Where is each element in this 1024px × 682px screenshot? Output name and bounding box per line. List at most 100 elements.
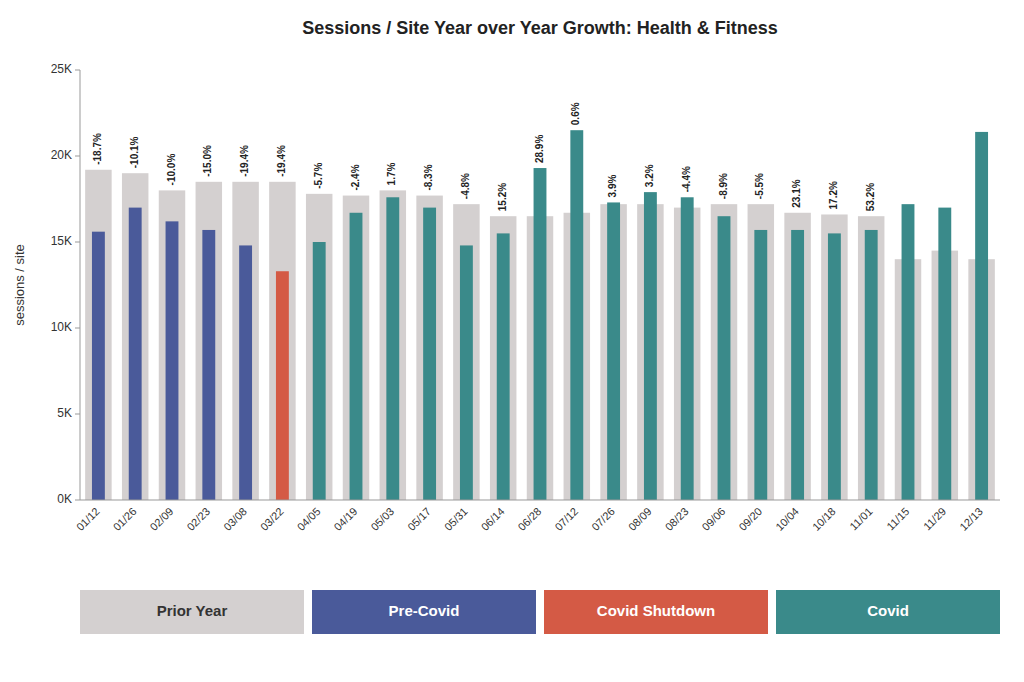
y-tick-label: 25K (51, 62, 72, 76)
prior-bar (306, 194, 332, 500)
annotation: -15.0% (202, 145, 213, 177)
y-tick (75, 70, 80, 71)
bar (129, 208, 142, 500)
x-tick-label: 11/15 (884, 505, 911, 532)
prior-bar (453, 204, 479, 500)
prior-bar (858, 216, 884, 500)
chart: Sessions / Site Year over Year Growth: H… (0, 0, 1024, 682)
x-tick-label: 03/22 (258, 505, 286, 533)
y-tick-label: 0K (57, 492, 72, 506)
annotation: -8.3% (423, 164, 434, 190)
x-tick-label: 07/26 (589, 505, 617, 533)
prior-bar (159, 190, 185, 500)
bar (644, 192, 657, 500)
annotation: 23.1% (791, 179, 802, 207)
annotation: -5.5% (754, 173, 765, 199)
bar (570, 130, 583, 500)
bar (718, 216, 731, 500)
bar (166, 221, 179, 500)
x-tick-label: 01/26 (111, 505, 139, 533)
annotation: -19.4% (239, 145, 250, 177)
bar (607, 202, 620, 500)
x-tick-label: 05/31 (442, 505, 470, 533)
bar (350, 213, 363, 500)
bar (276, 271, 289, 500)
y-tick (75, 242, 80, 243)
bar (938, 208, 951, 500)
x-tick-label: 11/29 (921, 505, 948, 532)
bar (902, 204, 915, 500)
y-tick-label: 5K (57, 406, 72, 420)
bar (534, 168, 547, 500)
prior-bar (784, 213, 810, 500)
x-tick-label: 12/13 (957, 505, 985, 533)
x-tick-label: 07/12 (552, 505, 580, 533)
x-tick-label: 08/23 (663, 505, 691, 533)
legend-label: Pre-Covid (389, 602, 460, 619)
annotation: -2.4% (350, 164, 361, 190)
annotation: -4.4% (681, 166, 692, 192)
legend-label: Prior Year (157, 602, 228, 619)
x-tick-label: 06/28 (516, 505, 544, 533)
annotation: 3.9% (607, 175, 618, 198)
annotation: -10.1% (129, 136, 140, 168)
annotation: 28.9% (534, 135, 545, 163)
y-tick-label: 15K (51, 234, 72, 248)
prior-bar (232, 182, 258, 500)
bar (460, 245, 473, 500)
title: Sessions / Site Year over Year Growth: H… (302, 18, 778, 38)
bar (828, 233, 841, 500)
x-tick-label: 09/06 (700, 505, 728, 533)
prior-bar (748, 204, 774, 500)
x-tick-label: 06/14 (479, 505, 507, 533)
x-tick-label: 01/12 (74, 505, 102, 533)
bar (681, 197, 694, 500)
y-tick-label: 10K (51, 320, 72, 334)
annotation: 17.2% (828, 181, 839, 209)
legend-swatch (776, 590, 1000, 634)
bar (865, 230, 878, 500)
x-tick-label: 09/20 (736, 505, 764, 533)
bar (386, 197, 399, 500)
annotation: -19.4% (276, 145, 287, 177)
bars (85, 130, 995, 500)
legend-swatch (312, 590, 536, 634)
prior-bar (269, 182, 295, 500)
x-tick-label: 11/01 (847, 505, 874, 532)
y-axis-label: sessions / site (12, 244, 27, 326)
prior-bar (821, 214, 847, 500)
annotation: 15.2% (497, 183, 508, 211)
annotation: -4.8% (460, 173, 471, 199)
annotation: -18.7% (92, 133, 103, 165)
y-tick-label: 20K (51, 148, 72, 162)
x-tick-label: 02/09 (148, 505, 176, 533)
prior-bar (711, 204, 737, 500)
bar (975, 132, 988, 500)
legend-swatch (544, 590, 768, 634)
y-axis-line (80, 70, 81, 500)
y-tick (75, 500, 80, 501)
x-tick-label: 05/03 (368, 505, 396, 533)
bar (239, 245, 252, 500)
annotation: 53.2% (865, 183, 876, 211)
bar (791, 230, 804, 500)
y-tick (75, 156, 80, 157)
annotation: -8.9% (718, 173, 729, 199)
bar (497, 233, 510, 500)
x-tick-label: 02/23 (184, 505, 212, 533)
prior-bar (490, 216, 516, 500)
prior-bar (343, 196, 369, 500)
bar (202, 230, 215, 500)
bar (754, 230, 767, 500)
x-tick-label: 10/04 (773, 505, 801, 533)
prior-bar (416, 196, 442, 500)
annotation: 1.7% (386, 162, 397, 185)
legend-label: Covid (867, 602, 909, 619)
prior-bar (85, 170, 111, 500)
x-tick-label: 04/19 (332, 505, 360, 533)
x-tick-label: 04/05 (295, 505, 323, 533)
y-tick (75, 414, 80, 415)
annotation: -10.0% (166, 154, 177, 186)
annotation: -5.7% (313, 163, 324, 189)
x-tick-label: 03/08 (221, 505, 249, 533)
